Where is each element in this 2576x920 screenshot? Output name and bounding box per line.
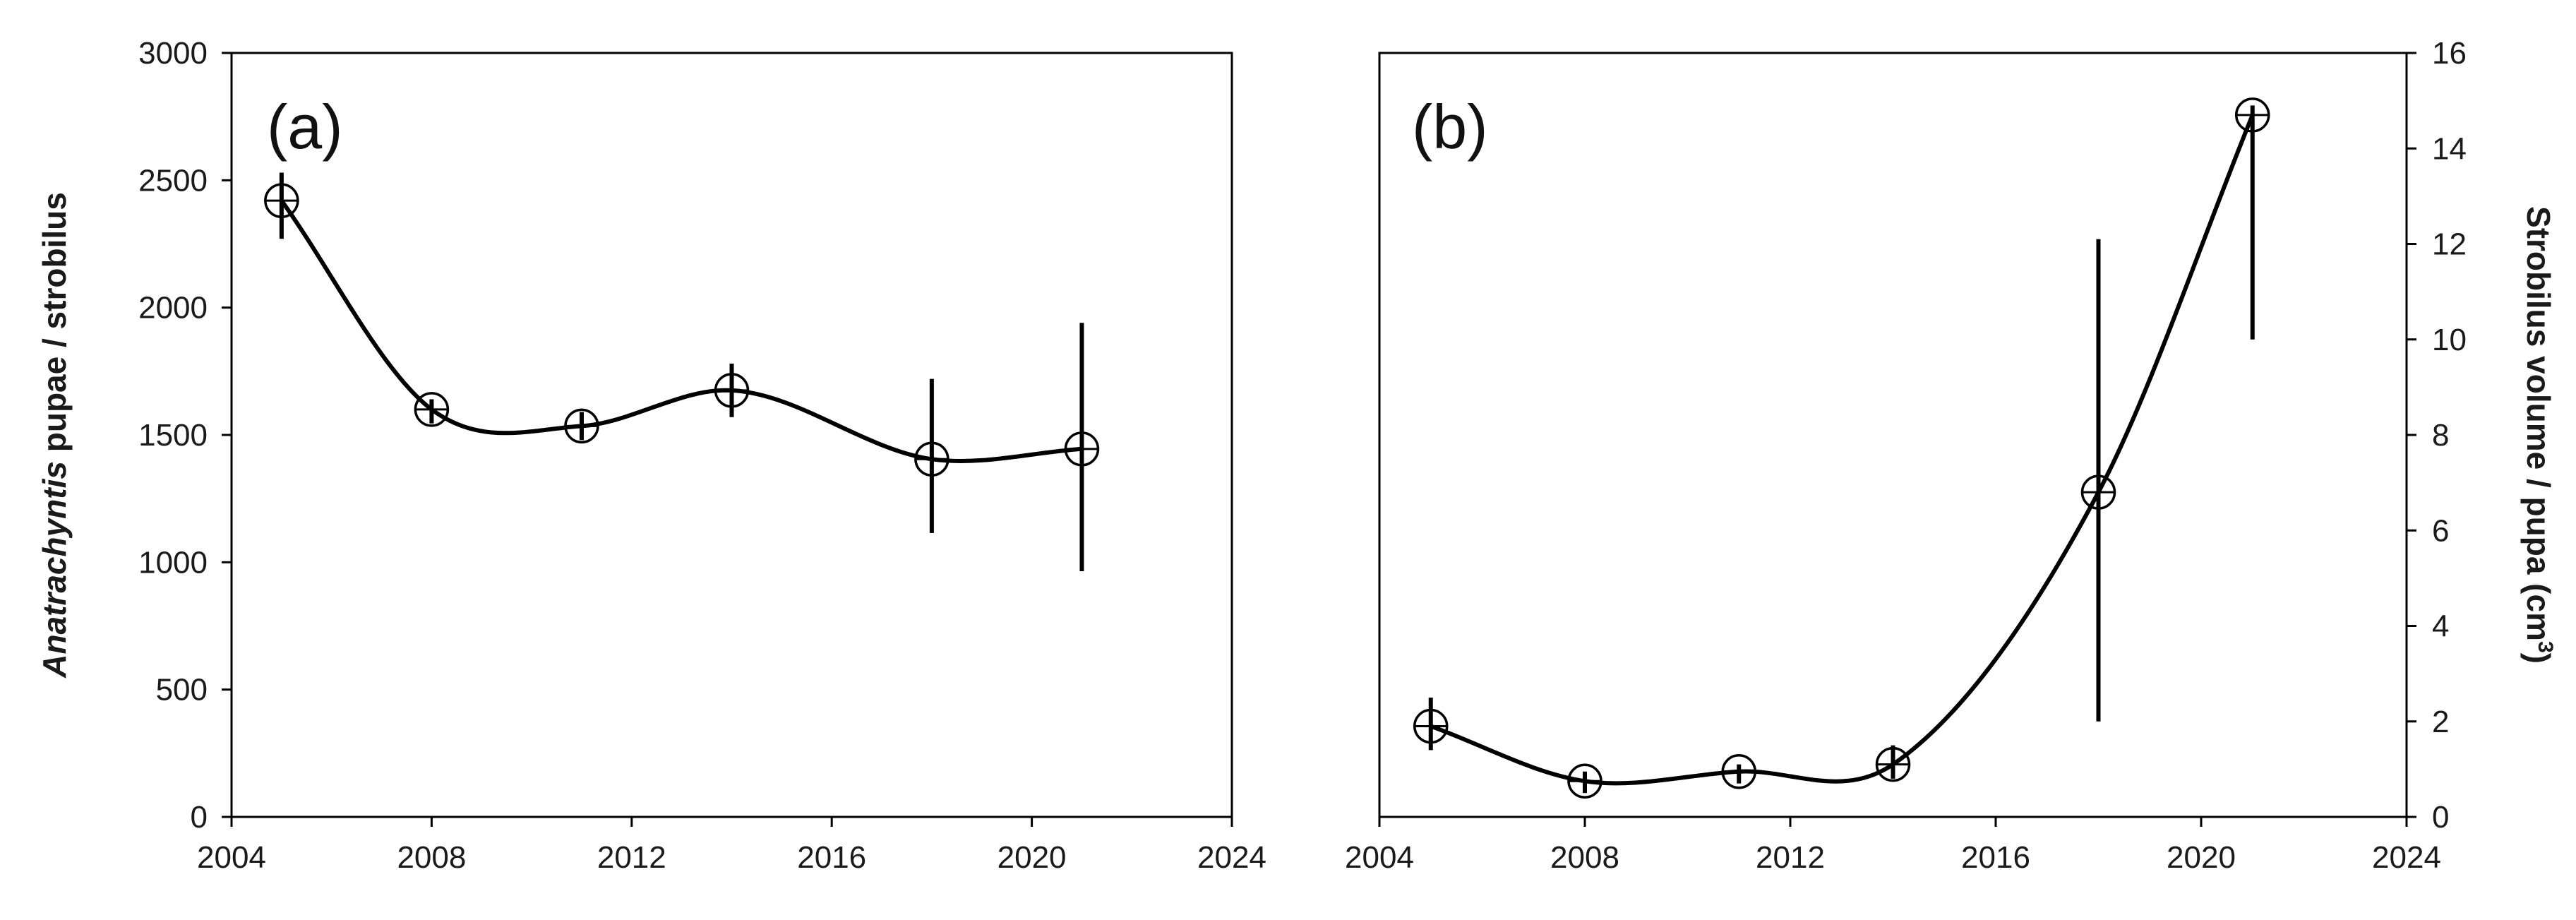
panel-b-y-tick-label: 10	[2432, 323, 2467, 357]
panel-a-y-tick-label: 1000	[138, 545, 208, 580]
panel-a-x-tick-label: 2020	[998, 840, 1067, 875]
panel-a-x-tick-label: 2016	[797, 840, 866, 875]
panel-a-x-ticks: 2004 2008 2012 2016 2020 2024	[197, 817, 1266, 875]
panel-a-series-line	[279, 198, 1084, 463]
panel-a-chart: (a) Anatrachyntis pupae / strobilus 0 500…	[36, 36, 1266, 875]
panel-a-y-axis-label-italic: Anatrachyntis	[36, 461, 73, 679]
panel-b-y-ticks: 0 2 4 6 8 10 12 14 16	[2407, 36, 2467, 835]
panel-b-y-tick-label: 16	[2432, 36, 2467, 71]
panel-b-x-tick-label: 2004	[1345, 840, 1414, 875]
panel-b-series-line	[1428, 112, 2255, 786]
panel-a-label: (a)	[267, 92, 343, 162]
panel-a-error-bars	[279, 172, 1084, 571]
panel-b-y-tick-label: 8	[2432, 418, 2449, 453]
panel-b-y-tick-label: 4	[2432, 609, 2449, 644]
panel-a-x-tick-label: 2004	[197, 840, 266, 875]
panel-a-x-tick-label: 2008	[397, 840, 466, 875]
panel-a-y-axis-label: Anatrachyntis pupae / strobilus	[36, 192, 73, 679]
panel-a-y-tick-label: 1500	[138, 418, 208, 453]
panel-b-y-tick-label: 14	[2432, 131, 2467, 166]
panel-b-chart: (b) Strobilus volume / pupa (cm3) 0 2 4 6 8 1…	[1345, 36, 2557, 875]
panel-a-y-tick-label: 2500	[138, 163, 208, 198]
panel-b-x-ticks: 2004 2008 2012 2016 2020 2024	[1345, 817, 2441, 875]
panel-b-y-tick-label: 12	[2432, 227, 2467, 262]
panel-b-y-axis-label-main: Strobilus volume / pupa (cm	[2520, 206, 2557, 641]
panel-b-x-tick-label: 2008	[1550, 840, 1619, 875]
panel-b-error-bars	[1428, 105, 2255, 794]
panel-a-y-axis-label-rest: pupae / strobilus	[36, 192, 73, 461]
panel-b-y-tick-label: 6	[2432, 513, 2449, 548]
panel-b-x-tick-label: 2016	[1961, 840, 2030, 875]
panel-b-y-tick-label: 2	[2432, 705, 2449, 739]
panel-a-y-ticks: 0 500 1000 1500 2000 2500 3000	[138, 36, 232, 835]
panel-b-y-tick-label: 0	[2432, 800, 2449, 835]
panel-a-x-tick-label: 2012	[597, 840, 666, 875]
panel-b-points	[1413, 97, 2270, 799]
panel-a-y-tick-label: 3000	[138, 36, 208, 71]
panel-b-x-tick-label: 2012	[1756, 840, 1825, 875]
panel-b-x-tick-label: 2024	[2372, 840, 2441, 875]
panel-b-y-axis-label-close: )	[2520, 653, 2557, 664]
panel-b-x-tick-label: 2020	[2167, 840, 2236, 875]
panel-a-y-tick-label: 500	[156, 673, 208, 707]
panel-b-y-axis-label: Strobilus volume / pupa (cm3)	[2520, 206, 2558, 664]
panel-b-label: (b)	[1412, 92, 1488, 162]
panel-a-points	[264, 183, 1100, 477]
panel-a-x-tick-label: 2024	[1197, 840, 1266, 875]
panel-a-y-tick-label: 2000	[138, 291, 208, 325]
panel-b-y-axis-label-sup: 3	[2534, 641, 2558, 653]
panel-a-y-tick-label: 0	[191, 800, 208, 835]
